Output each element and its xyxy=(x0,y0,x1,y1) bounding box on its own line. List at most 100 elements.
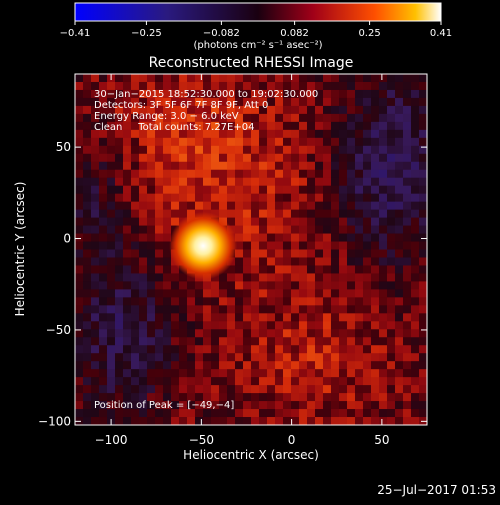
heatmap-cell xyxy=(131,97,140,107)
heatmap-cell xyxy=(99,217,108,227)
heatmap-cell xyxy=(299,257,308,267)
heatmap-cell xyxy=(355,305,364,314)
heatmap-cell xyxy=(347,169,356,179)
heatmap-cell xyxy=(131,121,140,131)
heatmap-cell xyxy=(299,361,308,370)
heatmap-cell xyxy=(171,97,180,107)
heatmap-cell xyxy=(163,265,172,275)
heatmap-cell xyxy=(163,345,172,354)
detectors-annotation: Detectors: 3F 5F 6F 7F 8F 9F, Att 0 xyxy=(94,100,268,111)
heatmap-cell xyxy=(331,225,340,235)
heatmap-cell xyxy=(83,417,92,425)
heatmap-cell xyxy=(235,137,244,147)
heatmap-cell xyxy=(347,385,356,394)
heatmap-cell xyxy=(259,129,268,139)
heatmap-cell xyxy=(83,137,92,147)
heatmap-cell xyxy=(395,385,404,394)
heatmap-cell xyxy=(307,369,316,378)
heatmap-cell xyxy=(171,337,180,346)
heatmap-cell xyxy=(371,377,380,386)
heatmap-cell xyxy=(307,281,316,290)
heatmap-cell xyxy=(419,161,427,171)
heatmap-cell xyxy=(315,273,324,283)
heatmap-cell xyxy=(227,169,236,179)
heatmap-cell xyxy=(299,281,308,290)
heatmap-cell xyxy=(379,193,388,203)
heatmap-cell xyxy=(371,313,380,322)
heatmap-cell xyxy=(315,169,324,179)
heatmap-cell xyxy=(131,233,140,243)
heatmap-cell xyxy=(155,129,164,139)
heatmap-cell xyxy=(259,265,268,275)
heatmap-cell xyxy=(291,369,300,378)
heatmap-cell xyxy=(339,97,348,107)
heatmap-cell xyxy=(219,361,228,370)
heatmap-cell xyxy=(387,321,396,330)
heatmap-cell xyxy=(227,281,236,290)
heatmap-cell xyxy=(251,297,260,306)
heatmap-cell xyxy=(299,289,308,298)
heatmap-cell xyxy=(99,345,108,354)
heatmap-cell xyxy=(203,297,212,306)
heatmap-cell xyxy=(259,185,268,195)
heatmap-cell xyxy=(107,265,116,275)
heatmap-cell xyxy=(275,153,284,163)
heatmap-cell xyxy=(99,153,108,163)
heatmap-cell xyxy=(99,105,108,115)
heatmap-cell xyxy=(323,417,332,425)
heatmap-cell xyxy=(83,281,92,290)
heatmap-cell xyxy=(115,129,124,139)
heatmap-cell xyxy=(235,369,244,378)
heatmap-cell xyxy=(75,121,84,131)
heatmap-cell xyxy=(355,289,364,298)
heatmap-cell xyxy=(347,377,356,386)
heatmap-cell xyxy=(139,97,148,107)
heatmap-cell xyxy=(83,249,92,259)
heatmap-cell xyxy=(371,281,380,290)
heatmap-cell xyxy=(355,369,364,378)
heatmap-cell xyxy=(99,137,108,147)
heatmap-cell xyxy=(107,305,116,314)
heatmap-cell xyxy=(299,137,308,147)
heatmap-cell xyxy=(339,329,348,338)
heatmap-cell xyxy=(227,74,236,83)
heatmap-cell xyxy=(315,369,324,378)
heatmap-cell xyxy=(291,265,300,275)
heatmap-cell xyxy=(171,217,180,227)
heatmap-cell xyxy=(283,217,292,227)
heatmap-cell xyxy=(331,81,340,91)
heatmap-cell xyxy=(219,329,228,338)
heatmap-cell xyxy=(347,209,356,219)
heatmap-cell xyxy=(411,153,420,163)
heatmap-cell xyxy=(235,345,244,354)
heatmap-cell xyxy=(347,241,356,251)
heatmap-cell xyxy=(203,113,212,123)
heatmap-cell xyxy=(387,89,396,99)
heatmap-cell xyxy=(403,385,412,394)
heatmap-cell xyxy=(123,217,132,227)
heatmap-cell xyxy=(123,385,132,394)
heatmap-cell xyxy=(163,281,172,290)
heatmap-cell xyxy=(331,249,340,259)
heatmap-cell xyxy=(163,249,172,259)
heatmap-cell xyxy=(131,265,140,275)
heatmap-cell xyxy=(227,289,236,298)
heatmap-cell xyxy=(155,401,164,410)
heatmap-cell xyxy=(339,289,348,298)
heatmap-cell xyxy=(267,417,276,425)
heatmap-cell xyxy=(331,377,340,386)
heatmap-cell xyxy=(355,241,364,251)
heatmap-cell xyxy=(219,177,228,187)
heatmap-cell xyxy=(259,297,268,306)
colorbar-tick-label: 0.082 xyxy=(280,28,309,39)
heatmap-cell xyxy=(147,281,156,290)
heatmap-cell xyxy=(155,233,164,243)
heatmap-cell xyxy=(307,353,316,362)
heatmap-cell xyxy=(307,185,316,195)
heatmap-cell xyxy=(115,97,124,107)
heatmap-cell xyxy=(339,345,348,354)
heatmap-cell xyxy=(267,329,276,338)
heatmap-cell xyxy=(315,257,324,267)
heatmap-cell xyxy=(179,313,188,322)
heatmap-cell xyxy=(339,121,348,131)
